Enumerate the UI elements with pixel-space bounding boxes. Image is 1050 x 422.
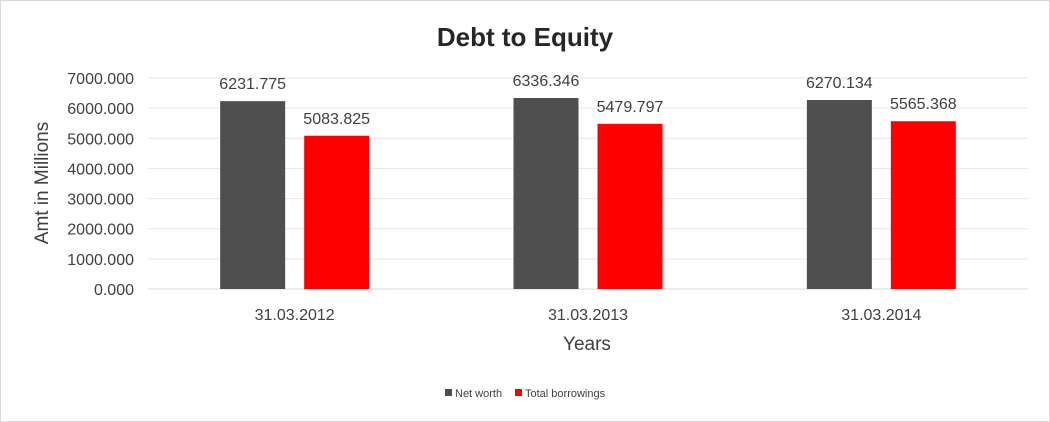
bar-net-worth (513, 98, 579, 289)
x-category-label: 31.03.2013 (548, 307, 628, 324)
bar-total-borrowings (304, 135, 370, 289)
data-label: 5083.825 (303, 111, 370, 128)
data-label: 5565.368 (890, 96, 957, 113)
y-tick-label: 4000.000 (67, 161, 134, 178)
y-tick-label: 7000.000 (67, 71, 134, 88)
y-tick-label: 6000.000 (67, 101, 134, 118)
data-label: 6270.134 (806, 75, 873, 92)
y-tick-label: 3000.000 (67, 192, 134, 209)
x-category-label: 31.03.2012 (255, 307, 335, 324)
data-labels: 6231.775 5083.825 6336.346 5479.797 6270.134… (219, 73, 957, 128)
y-tick-labels: 0.000 1000.000 2000.000 3000.000 4000.000 500… (67, 71, 134, 299)
y-tick-label: 0.000 (94, 282, 134, 299)
y-tick-label: 2000.000 (67, 222, 134, 239)
x-category-label: 31.03.2014 (841, 307, 921, 324)
legend-label: Total borrowings (525, 388, 606, 400)
bar-net-worth (220, 101, 286, 289)
bar-total-borrowings (890, 121, 956, 290)
bar-total-borrowings (597, 123, 663, 289)
x-axis-title: Years (563, 334, 611, 355)
data-label: 6336.346 (513, 73, 580, 90)
bar-net-worth (806, 100, 872, 289)
gridlines (148, 77, 1028, 290)
legend-swatch (445, 389, 452, 396)
x-category-labels: 31.03.2012 31.03.2013 31.03.2014 (255, 307, 922, 324)
chart-title: Debt to Equity (437, 22, 614, 52)
legend-swatch (515, 389, 522, 396)
data-label: 6231.775 (219, 76, 286, 93)
y-axis-title: Amt in Millions (32, 122, 53, 244)
legend: Net worth Total borrowings (445, 388, 606, 400)
y-tick-label: 1000.000 (67, 252, 134, 269)
data-label: 5479.797 (597, 99, 664, 116)
y-tick-label: 5000.000 (67, 131, 134, 148)
legend-label: Net worth (455, 388, 502, 400)
bars (220, 98, 956, 290)
